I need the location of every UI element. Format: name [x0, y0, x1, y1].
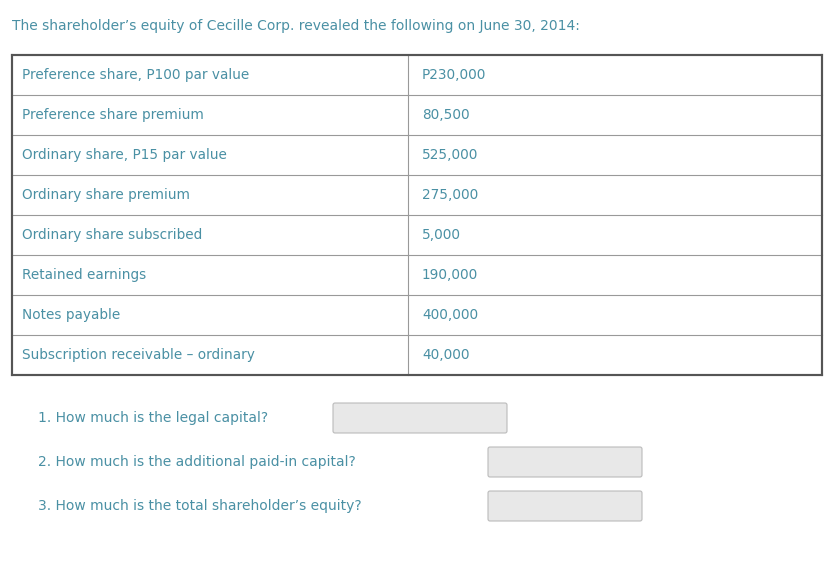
Text: 275,000: 275,000 [421, 188, 477, 202]
FancyBboxPatch shape [333, 403, 507, 433]
Text: The shareholder’s equity of Cecille Corp. revealed the following on June 30, 201: The shareholder’s equity of Cecille Corp… [12, 19, 579, 33]
Text: 3. How much is the total shareholder’s equity?: 3. How much is the total shareholder’s e… [38, 499, 361, 513]
Text: Ordinary share premium: Ordinary share premium [22, 188, 190, 202]
Text: Preference share, P100 par value: Preference share, P100 par value [22, 68, 249, 82]
Text: 5,000: 5,000 [421, 228, 461, 242]
Text: 1. How much is the legal capital?: 1. How much is the legal capital? [38, 411, 268, 425]
Text: Ordinary share subscribed: Ordinary share subscribed [22, 228, 202, 242]
Text: 190,000: 190,000 [421, 268, 477, 282]
Text: 2. How much is the additional paid-in capital?: 2. How much is the additional paid-in ca… [38, 455, 355, 469]
Text: 400,000: 400,000 [421, 308, 477, 322]
Text: 525,000: 525,000 [421, 148, 478, 162]
Text: 40,000: 40,000 [421, 348, 469, 362]
Text: 80,500: 80,500 [421, 108, 469, 122]
Text: Ordinary share, P15 par value: Ordinary share, P15 par value [22, 148, 227, 162]
Text: P230,000: P230,000 [421, 68, 486, 82]
FancyBboxPatch shape [487, 491, 641, 521]
Text: Notes payable: Notes payable [22, 308, 120, 322]
Text: Subscription receivable – ordinary: Subscription receivable – ordinary [22, 348, 255, 362]
Text: Retained earnings: Retained earnings [22, 268, 146, 282]
FancyBboxPatch shape [487, 447, 641, 477]
Text: Preference share premium: Preference share premium [22, 108, 204, 122]
